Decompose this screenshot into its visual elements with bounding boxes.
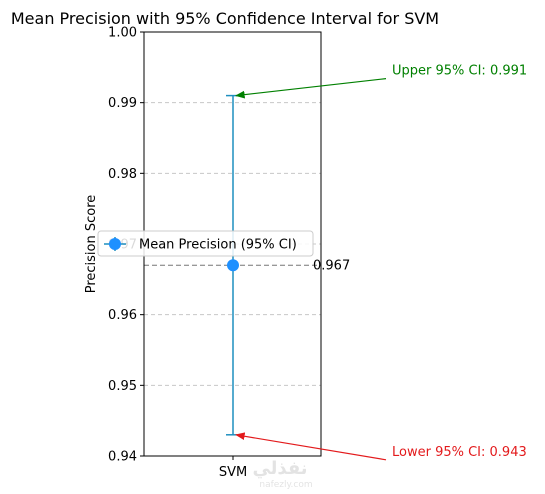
chart-title: Mean Precision with 95% Confidence Inter… xyxy=(11,9,439,28)
reference-line-label: 0.967 xyxy=(313,259,350,274)
watermark-text: نفذلي xyxy=(252,458,307,479)
annotation-arrow xyxy=(235,432,387,461)
y-tick-label: 0.94 xyxy=(108,450,137,465)
annotation-label: Lower 95% CI: 0.943 xyxy=(392,445,527,460)
y-tick-label: 0.96 xyxy=(108,308,137,323)
y-tick-label: 1.00 xyxy=(108,26,137,41)
legend-marker-icon xyxy=(109,238,121,250)
y-tick-label: 0.99 xyxy=(108,96,137,111)
annotations: Upper 95% CI: 0.991 Lower 95% CI: 0.943 xyxy=(235,64,527,461)
legend-label: Mean Precision (95% CI) xyxy=(139,238,297,253)
watermark-subtext: nafezly.com xyxy=(259,480,312,490)
mean-point xyxy=(227,259,239,272)
y-tick-label: 0.95 xyxy=(108,379,137,394)
y-tick-label: 0.98 xyxy=(108,167,137,182)
errorbar-group xyxy=(226,94,240,436)
legend-box xyxy=(97,230,314,257)
watermark: نفذلي nafezly.com xyxy=(252,458,312,490)
x-axis-ticks: SVM xyxy=(219,456,247,480)
reference-line-group: 0.967 xyxy=(144,259,350,274)
annotation-label: Upper 95% CI: 0.991 xyxy=(392,64,527,79)
legend: Mean Precision (95% CI) xyxy=(97,230,314,257)
x-tick-label: SVM xyxy=(219,465,247,480)
y-axis-label: Precision Score xyxy=(84,195,99,294)
annotation-arrow xyxy=(235,78,387,99)
